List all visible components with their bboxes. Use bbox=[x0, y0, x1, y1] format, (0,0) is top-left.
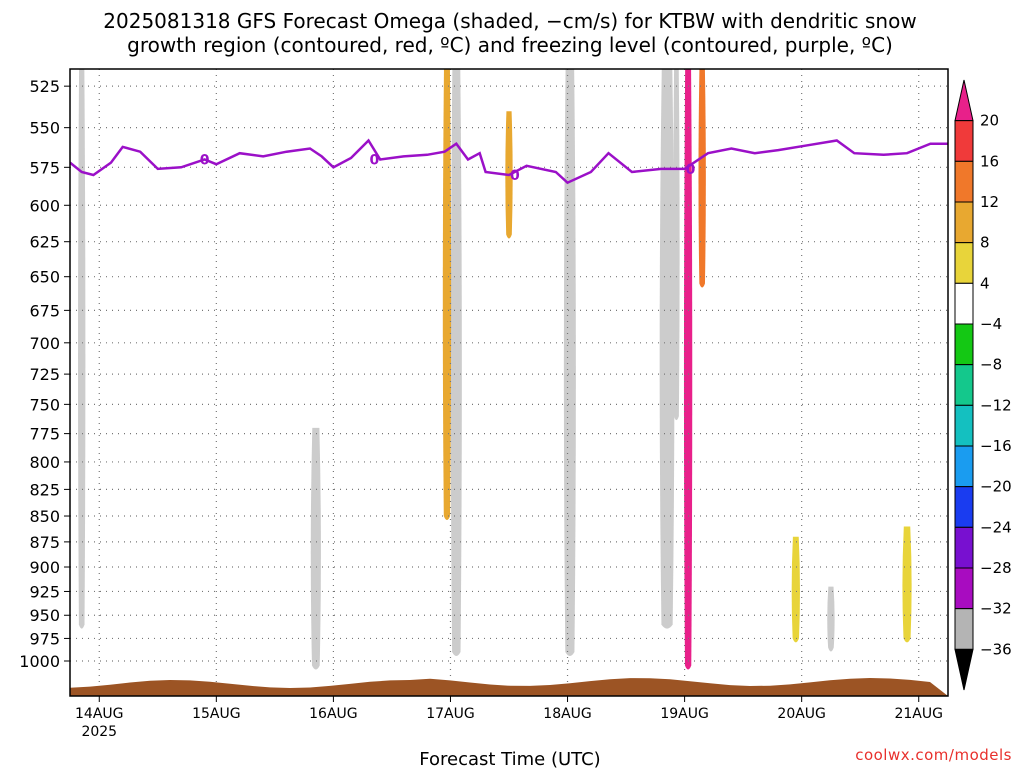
y-axis: 525 550 575 600 625 650 675 700 725 750 775 800 825 8… bbox=[19, 77, 70, 671]
colorbar-cell-3 bbox=[954, 201, 974, 244]
y-tick-label-725: 725 bbox=[29, 365, 60, 384]
omega-region-10 bbox=[442, 69, 452, 521]
plot-frame bbox=[69, 68, 949, 697]
omega-region-5 bbox=[673, 69, 680, 421]
colorbar-label-5: −4 bbox=[980, 315, 1002, 333]
freezing-level-label-1: 0 bbox=[369, 153, 379, 169]
chart-title-line2: growth region (contoured, red, ºC) and f… bbox=[127, 33, 893, 57]
x-tick-label-19AUG: 19AUG bbox=[660, 706, 709, 722]
x-tick-label-16AUG: 16AUG bbox=[309, 706, 358, 722]
x-tick-label-15AUG: 15AUG bbox=[192, 706, 241, 722]
x-tick-label-21AUG: 21AUG bbox=[894, 706, 943, 722]
colorbar-cell-11 bbox=[954, 526, 974, 569]
omega-region-9 bbox=[450, 69, 462, 657]
y-tick-label-925: 925 bbox=[29, 582, 60, 601]
y-tick-label-850: 850 bbox=[29, 507, 60, 526]
colorbar-cell-12 bbox=[954, 567, 974, 610]
omega-region-3 bbox=[683, 69, 693, 670]
y-tick-label-575: 575 bbox=[29, 158, 60, 177]
colorbar-label-13: −36 bbox=[980, 640, 1012, 658]
freezing-level: 0 0 0 0 bbox=[70, 138, 948, 185]
omega-region-14 bbox=[902, 526, 912, 643]
freezing-level-label-2: 0 bbox=[510, 168, 520, 184]
omega-region-2 bbox=[567, 69, 573, 591]
y-tick-label-800: 800 bbox=[29, 453, 60, 472]
omega-shading bbox=[78, 69, 912, 670]
y-tick-label-600: 600 bbox=[29, 196, 60, 215]
colorbar-label-12: −32 bbox=[980, 600, 1012, 618]
omega-region-13 bbox=[791, 536, 800, 643]
y-tick-label-700: 700 bbox=[29, 334, 60, 353]
plot-area: 0 0 0 0 bbox=[69, 68, 949, 697]
colorbar-label-8: −16 bbox=[980, 437, 1012, 455]
x-tick-label-14AUG: 14AUG bbox=[75, 706, 124, 722]
y-tick-label-675: 675 bbox=[29, 301, 60, 320]
colorbar-label-10: −24 bbox=[980, 518, 1012, 536]
y-tick-label-975: 975 bbox=[29, 629, 60, 648]
terrain bbox=[70, 678, 948, 696]
colorbar-cell-1 bbox=[954, 120, 974, 162]
colorbar-label-2: 12 bbox=[980, 193, 999, 211]
colorbar-label-1: 16 bbox=[980, 152, 999, 170]
colorbar-cell-8 bbox=[954, 404, 974, 447]
colorbar-label-7: −12 bbox=[980, 396, 1012, 414]
y-tick-label-875: 875 bbox=[29, 533, 60, 552]
omega-region-12 bbox=[78, 69, 86, 629]
y-tick-label-550: 550 bbox=[29, 119, 60, 138]
x-tick-label-17AUG: 17AUG bbox=[426, 706, 475, 722]
omega-region-15 bbox=[827, 586, 835, 652]
x-tick-sublabel-14AUG: 2025 bbox=[81, 724, 117, 740]
omega-region-6 bbox=[698, 69, 706, 288]
omega-region-8 bbox=[313, 516, 319, 629]
y-tick-label-525: 525 bbox=[29, 77, 60, 96]
colorbar-cell-5 bbox=[954, 282, 974, 325]
y-tick-label-950: 950 bbox=[29, 606, 60, 625]
colorbar-label-9: −20 bbox=[980, 478, 1012, 496]
freezing-level-label-3: 0 bbox=[686, 162, 696, 178]
freezing-level-label-0: 0 bbox=[200, 153, 210, 169]
y-tick-label-825: 825 bbox=[29, 480, 60, 499]
colorbar-cell-4 bbox=[954, 242, 974, 284]
x-tick-label-20AUG: 20AUG bbox=[777, 706, 826, 722]
y-tick-label-1000: 1000 bbox=[19, 652, 60, 671]
colorbar-cell-7 bbox=[954, 364, 974, 406]
colorbar: 20 16 12 8 4 −4 −8 −12 −16 −20 −24 −28 −32 −36 bbox=[954, 79, 1012, 691]
colorbar-label-4: 4 bbox=[980, 274, 990, 292]
colorbar-cap-top bbox=[954, 79, 974, 122]
y-tick-label-750: 750 bbox=[29, 395, 60, 414]
y-tick-label-775: 775 bbox=[29, 425, 60, 444]
y-tick-label-650: 650 bbox=[29, 268, 60, 287]
colorbar-label-3: 8 bbox=[980, 234, 990, 252]
colorbar-label-11: −28 bbox=[980, 559, 1012, 577]
x-axis: 14AUG 2025 15AUG 16AUG 17AUG 18AUG 19AUG 20AUG 2… bbox=[75, 696, 943, 740]
colorbar-cell-10 bbox=[954, 486, 974, 528]
colorbar-cell-13 bbox=[954, 608, 974, 650]
omega-region-4 bbox=[659, 69, 675, 629]
grid-lines bbox=[70, 69, 948, 696]
colorbar-label-6: −8 bbox=[980, 356, 1002, 374]
y-tick-label-625: 625 bbox=[29, 233, 60, 252]
colorbar-cell-6 bbox=[954, 323, 974, 366]
colorbar-cell-2 bbox=[954, 160, 974, 203]
y-tick-label-900: 900 bbox=[29, 558, 60, 577]
colorbar-cap-bottom bbox=[954, 648, 974, 691]
freezing-level-line bbox=[70, 138, 948, 185]
colorbar-label-0: 20 bbox=[980, 112, 999, 130]
chart-title-line1: 2025081318 GFS Forecast Omega (shaded, −… bbox=[103, 9, 916, 33]
credit-text: coolwx.com/models bbox=[855, 746, 1012, 764]
colorbar-cell-9 bbox=[954, 445, 974, 488]
x-axis-label: Forecast Time (UTC) bbox=[419, 749, 600, 768]
x-tick-label-18AUG: 18AUG bbox=[543, 706, 592, 722]
